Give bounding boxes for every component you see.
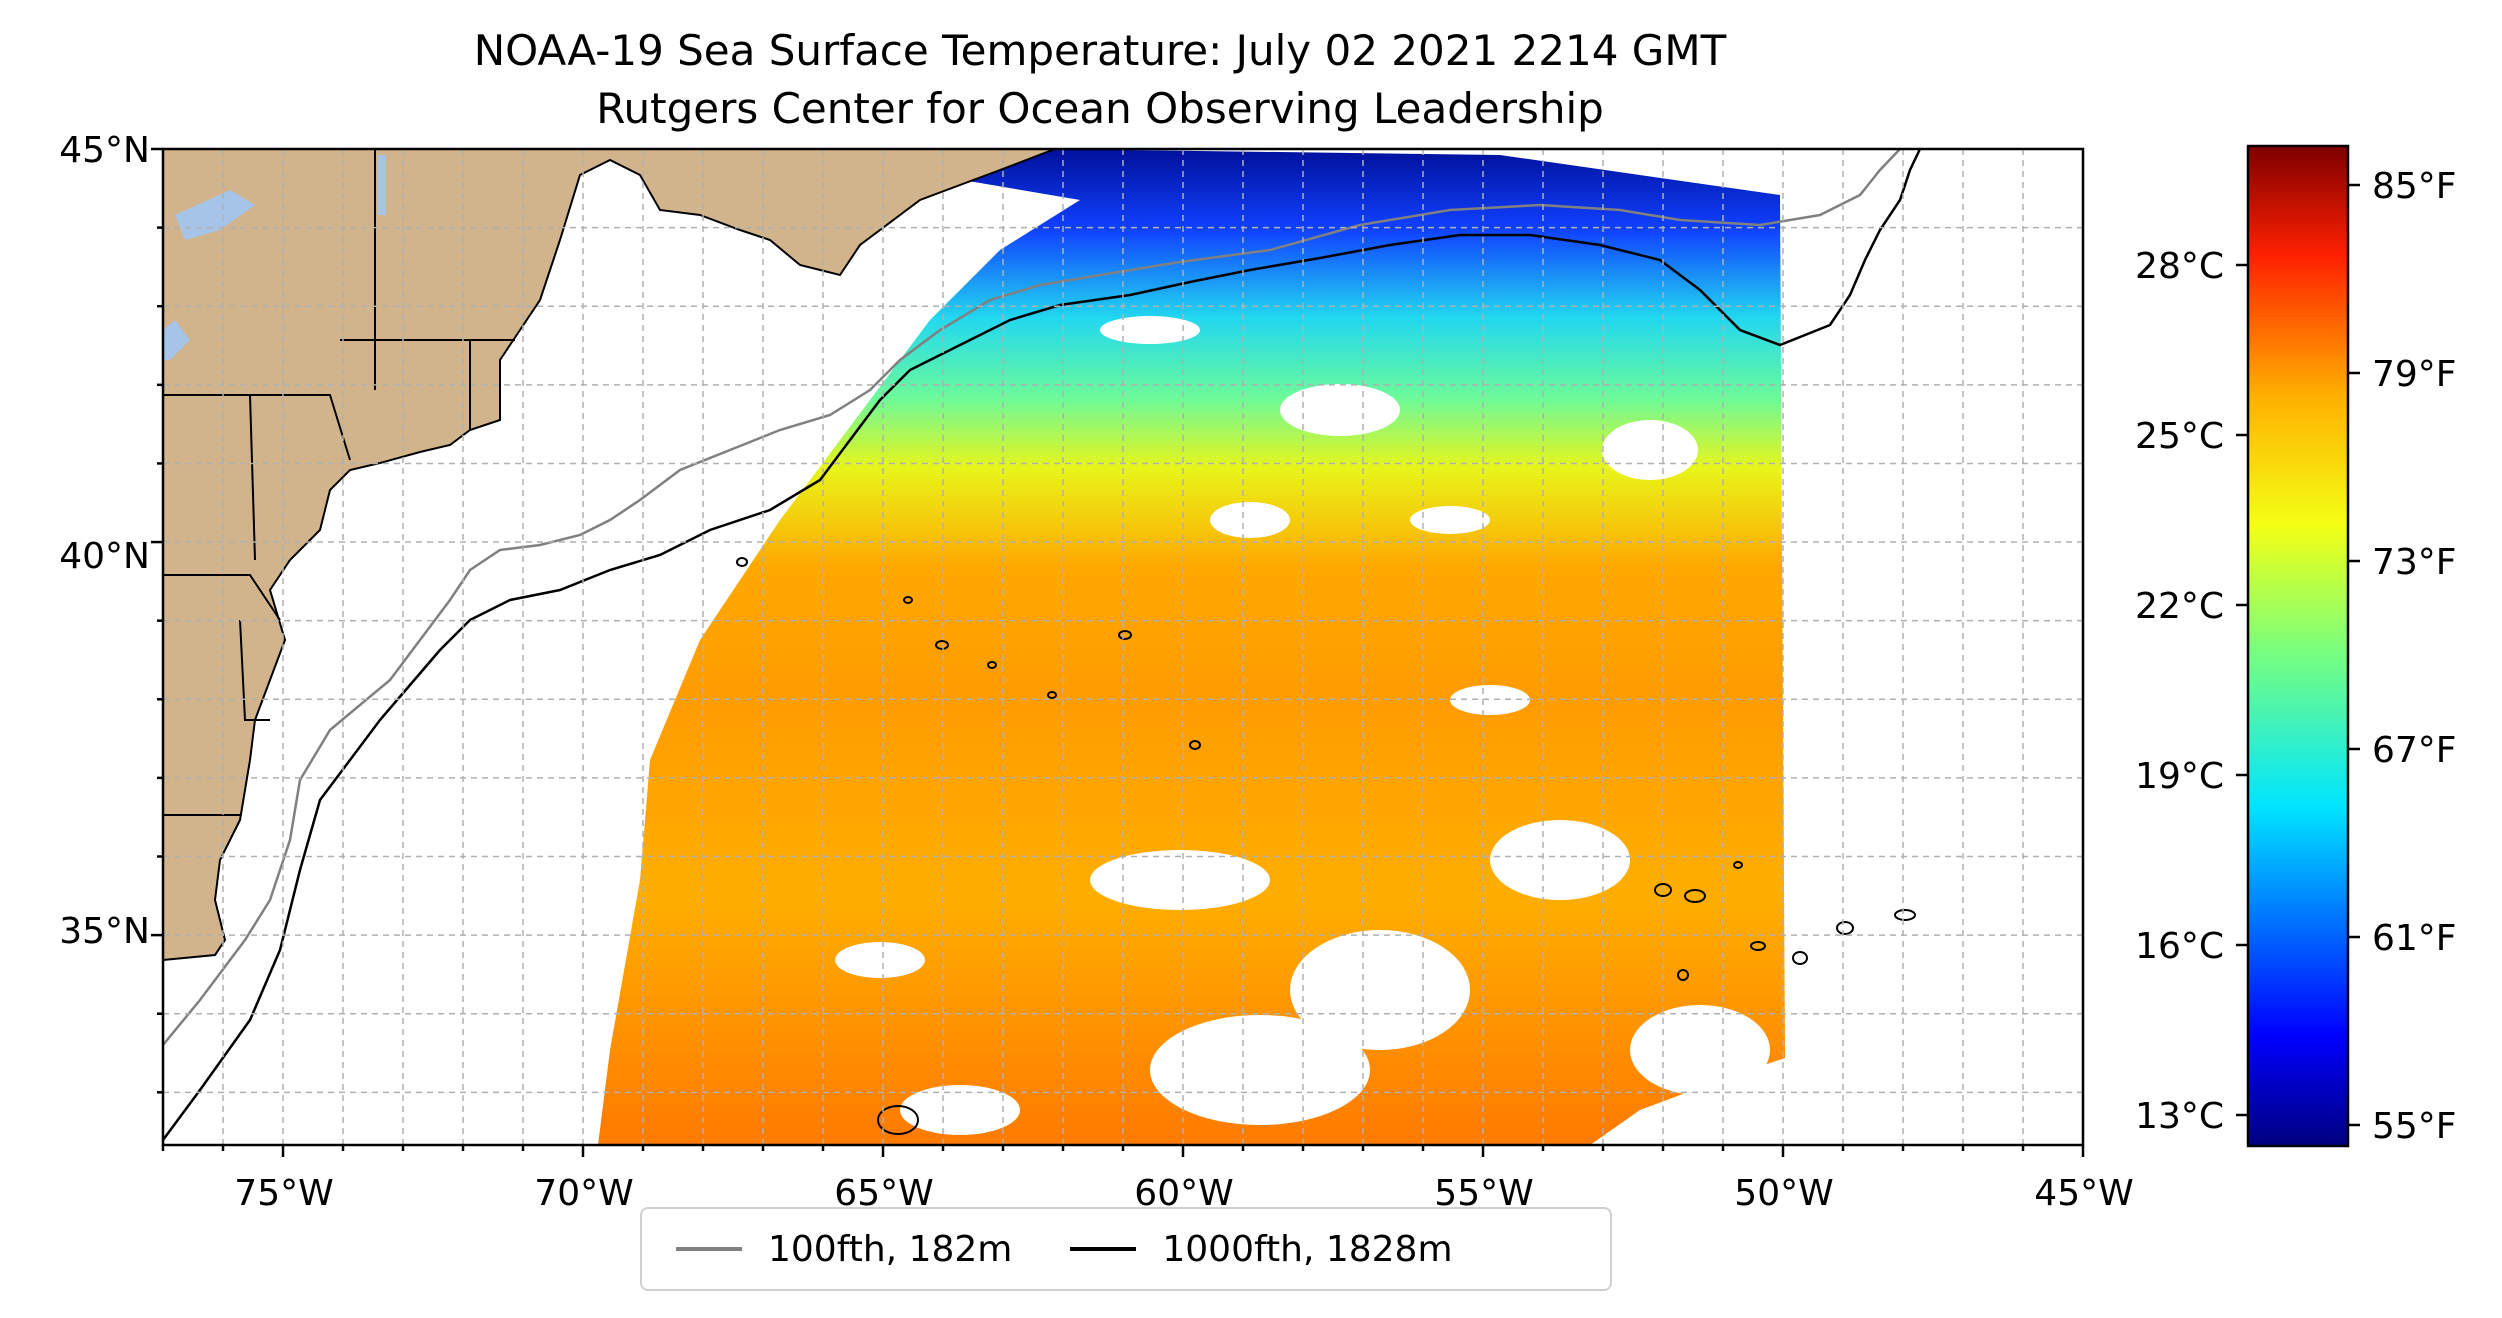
- lon-tick-label: 75°W: [234, 1173, 333, 1214]
- lakes: [163, 155, 386, 360]
- axis-ticks: [151, 147, 2085, 1157]
- colorbar-ticks: [2236, 183, 2360, 1127]
- legend: 100fth, 182m 1000fth, 1828m: [640, 1207, 1612, 1291]
- legend-item-100fth: 100fth, 182m: [676, 1229, 1012, 1270]
- legend-item-1000fth: 1000fth, 1828m: [1070, 1228, 1453, 1270]
- lon-tick-label: 70°W: [534, 1173, 633, 1214]
- colorbar: [2246, 144, 2350, 1148]
- colorbar-label-c: 22°C: [2135, 586, 2224, 627]
- colorbar-label-c: 16°C: [2135, 926, 2224, 967]
- sst-swath: [598, 149, 1785, 1145]
- colorbar-label-f: 85°F: [2372, 166, 2457, 207]
- colorbar-label-f: 55°F: [2372, 1106, 2457, 1147]
- lon-tick-label: 45°W: [2034, 1173, 2133, 1214]
- legend-label: 1000fth, 1828m: [1162, 1228, 1453, 1270]
- contour-1000fth: [163, 149, 1922, 1141]
- colorbar-label-c: 28°C: [2135, 246, 2224, 287]
- colorbar-label-f: 67°F: [2372, 730, 2457, 771]
- legend-label: 100fth, 182m: [768, 1228, 1013, 1270]
- contour-100fth: [163, 149, 1901, 1046]
- lat-tick-label: 35°N: [59, 911, 150, 952]
- lon-tick-label: 50°W: [1734, 1173, 1833, 1214]
- colorbar-label-f: 61°F: [2372, 918, 2457, 959]
- colorbar-label-c: 19°C: [2135, 756, 2224, 797]
- chart-title: NOAA-19 Sea Surface Temperature: July 02…: [473, 26, 1727, 75]
- seamount-contours: [736, 557, 1916, 1135]
- colorbar-label-c: 25°C: [2135, 416, 2224, 457]
- graticule: [163, 149, 2083, 1145]
- colorbar-label-f: 79°F: [2372, 354, 2457, 395]
- cloud-gaps: [835, 316, 1770, 1135]
- colorbar-label-c: 13°C: [2135, 1096, 2224, 1137]
- black-line-swatch: [1070, 1247, 1137, 1251]
- lat-tick-label: 40°N: [59, 536, 150, 577]
- chart-subtitle: Rutgers Center for Ocean Observing Leade…: [596, 84, 1604, 133]
- colorbar-label-f: 73°F: [2372, 542, 2457, 583]
- lat-tick-label: 45°N: [59, 130, 150, 171]
- gray-line-swatch: [676, 1247, 742, 1251]
